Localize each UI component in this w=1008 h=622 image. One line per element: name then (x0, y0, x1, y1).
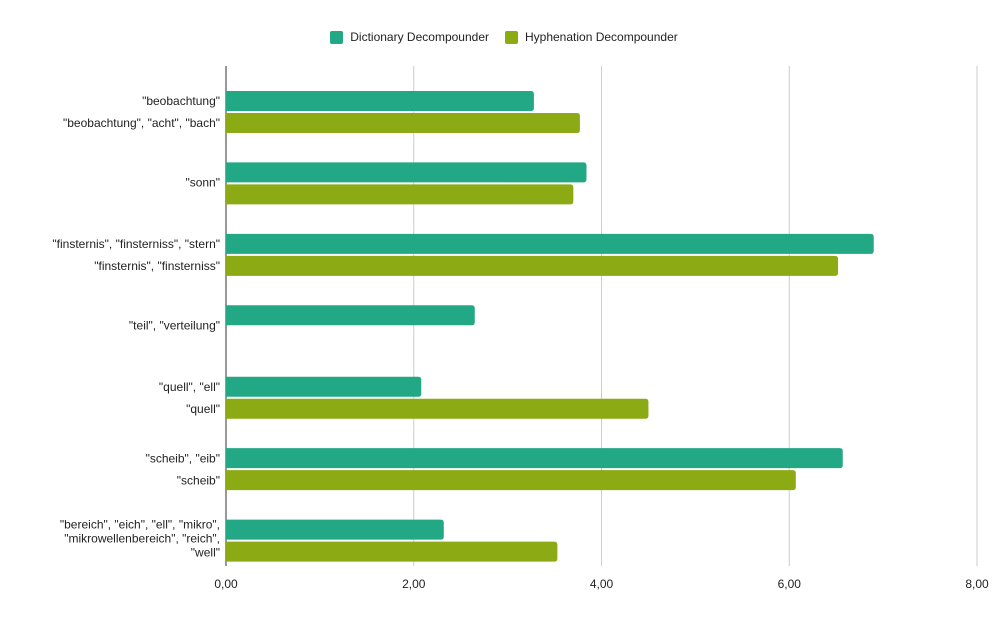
legend-swatch-hyphenation (504, 30, 518, 44)
category-label: "finsternis", "finsterniss", "stern" (52, 237, 220, 251)
bar-dictionary (226, 305, 475, 326)
category-label: "finsternis", "finsterniss" (94, 259, 220, 273)
bar-hyphenation (226, 113, 580, 133)
bar-hyphenation (226, 398, 649, 419)
chart-legend: Dictionary Decompounder Hyphenation Deco… (0, 30, 1008, 44)
bar-hyphenation (226, 470, 796, 491)
bar-hyphenation (226, 255, 839, 276)
bar-dictionary (226, 376, 422, 397)
bar-dictionary (226, 162, 587, 183)
category-label: "beobachtung", "acht", "bach" (63, 116, 220, 130)
category-label: "scheib" (177, 473, 220, 487)
bar-hyphenation (226, 184, 574, 205)
x-tick-label: 6,00 (778, 577, 802, 591)
legend-swatch-dictionary (330, 30, 344, 44)
category-label: "well" (191, 546, 220, 560)
legend-label-dictionary: Dictionary Decompounder (350, 30, 489, 44)
bar-dictionary (226, 448, 843, 469)
x-tick-label: 0,00 (214, 577, 238, 591)
category-label: "mikrowellenbereich", "reich", (64, 532, 220, 546)
bar-hyphenation (226, 541, 558, 562)
category-label: "sonn" (185, 176, 220, 190)
legend-label-hyphenation: Hyphenation Decompounder (524, 30, 678, 44)
legend-item-dictionary[interactable]: Dictionary Decompounder (330, 30, 489, 44)
category-label: "beobachtung" (142, 94, 220, 108)
legend-item-hyphenation[interactable]: Hyphenation Decompounder (504, 30, 678, 44)
x-tick-label: 4,00 (590, 577, 614, 591)
x-tick-label: 2,00 (402, 577, 426, 591)
category-label: "bereich", "eich", "ell", "mikro", (60, 518, 220, 532)
x-tick-label: 8,00 (965, 577, 989, 591)
bar-dictionary (226, 519, 444, 540)
bar-dictionary (226, 91, 534, 111)
category-label: "teil", "verteilung" (129, 318, 220, 332)
bar-dictionary (226, 233, 874, 254)
category-label: "scheib", "eib" (146, 451, 220, 465)
category-label: "quell", "ell" (159, 380, 220, 394)
category-label: "quell" (186, 402, 220, 416)
